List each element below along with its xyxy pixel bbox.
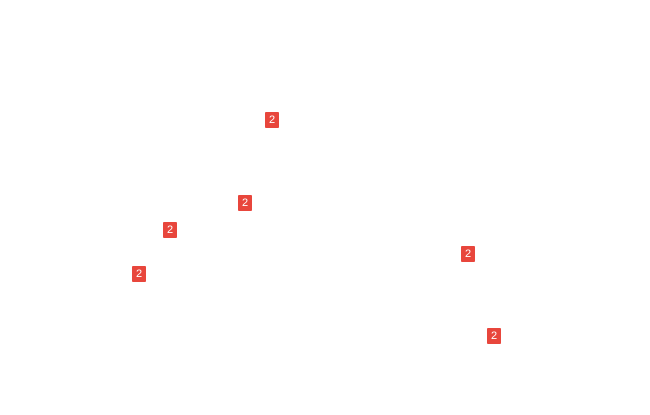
map-marker-badge[interactable]: 2 bbox=[265, 112, 279, 128]
map-marker-badge[interactable]: 2 bbox=[238, 195, 252, 211]
map-marker-badge[interactable]: 2 bbox=[487, 328, 501, 344]
map-marker-badge[interactable]: 2 bbox=[132, 266, 146, 282]
map-marker-badge[interactable]: 2 bbox=[461, 246, 475, 262]
map-marker-badge[interactable]: 2 bbox=[163, 222, 177, 238]
